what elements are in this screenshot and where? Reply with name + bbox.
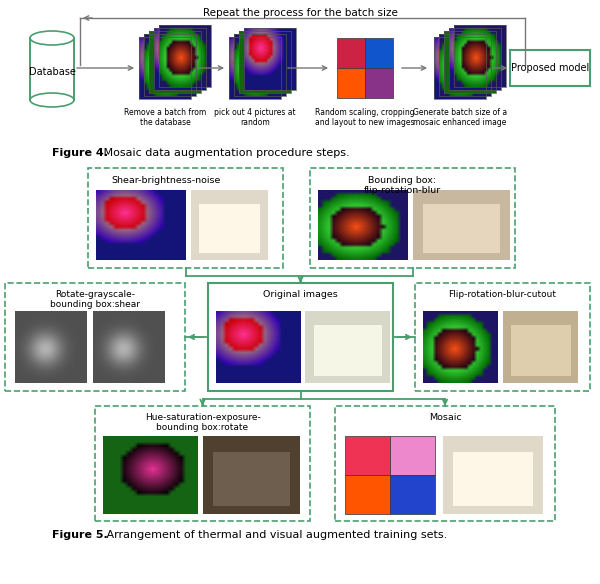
Bar <box>503 311 578 383</box>
Bar <box>149 31 201 93</box>
Bar <box>305 311 390 383</box>
Text: Hue-saturation-exposure-
bounding box:rotate: Hue-saturation-exposure- bounding box:ro… <box>145 413 260 432</box>
Bar <box>88 168 283 268</box>
Bar <box>449 28 501 90</box>
Text: Arrangement of thermal and visual augmented training sets.: Arrangement of thermal and visual augmen… <box>103 530 447 540</box>
Bar <box>199 204 260 253</box>
Text: Remove a batch from
the database: Remove a batch from the database <box>124 108 206 127</box>
Text: Flip-rotation-blur-cutout: Flip-rotation-blur-cutout <box>449 290 557 299</box>
Bar <box>191 190 268 260</box>
Bar <box>30 38 74 100</box>
Bar <box>510 50 590 86</box>
Text: Database: Database <box>29 67 76 77</box>
Text: Mosaic: Mosaic <box>428 413 461 422</box>
Bar <box>229 37 281 99</box>
Bar <box>314 325 382 376</box>
Bar <box>365 38 393 68</box>
Text: Rotate-grayscale-
bounding box:shear: Rotate-grayscale- bounding box:shear <box>50 290 140 310</box>
Text: Shear-brightness-noise: Shear-brightness-noise <box>112 176 221 185</box>
Text: Proposed model: Proposed model <box>511 63 589 73</box>
Text: pick out 4 pictures at
random: pick out 4 pictures at random <box>214 108 296 127</box>
Bar <box>154 28 206 90</box>
Bar <box>434 37 486 99</box>
Text: Bounding box:
flip-rotation-blur: Bounding box: flip-rotation-blur <box>364 176 441 196</box>
Bar <box>5 283 185 391</box>
Bar <box>454 25 506 87</box>
Bar <box>413 190 510 260</box>
Bar <box>234 34 286 96</box>
Bar <box>335 406 555 521</box>
Bar <box>415 283 590 391</box>
Bar <box>390 436 435 475</box>
Bar <box>95 406 310 521</box>
Bar <box>453 451 533 506</box>
Bar <box>444 31 496 93</box>
Text: Generate batch size of a
mosaic enhanced image: Generate batch size of a mosaic enhanced… <box>413 108 507 127</box>
Bar <box>337 68 365 98</box>
Text: Mosaic data augmentation procedure steps.: Mosaic data augmentation procedure steps… <box>100 148 350 158</box>
Bar <box>511 325 571 376</box>
Text: Figure 5.: Figure 5. <box>52 530 108 540</box>
Bar <box>239 31 291 93</box>
Text: Random scaling, cropping
and layout to new images: Random scaling, cropping and layout to n… <box>315 108 415 127</box>
Bar <box>144 34 196 96</box>
Ellipse shape <box>30 31 74 45</box>
Bar <box>390 475 435 514</box>
Bar <box>439 34 491 96</box>
Text: Figure 4.: Figure 4. <box>52 148 108 158</box>
Bar <box>212 451 290 506</box>
Bar <box>310 168 515 268</box>
Bar <box>443 436 543 514</box>
Bar <box>422 204 500 253</box>
Bar <box>345 436 390 475</box>
Bar <box>139 37 191 99</box>
Bar <box>365 68 393 98</box>
Text: Original images: Original images <box>263 290 338 299</box>
Ellipse shape <box>30 93 74 107</box>
Bar <box>159 25 211 87</box>
Bar <box>208 283 393 391</box>
Bar <box>203 436 300 514</box>
Bar <box>337 38 365 68</box>
Bar <box>244 28 296 90</box>
Text: Repeat the process for the batch size: Repeat the process for the batch size <box>203 8 397 18</box>
Bar <box>345 475 390 514</box>
